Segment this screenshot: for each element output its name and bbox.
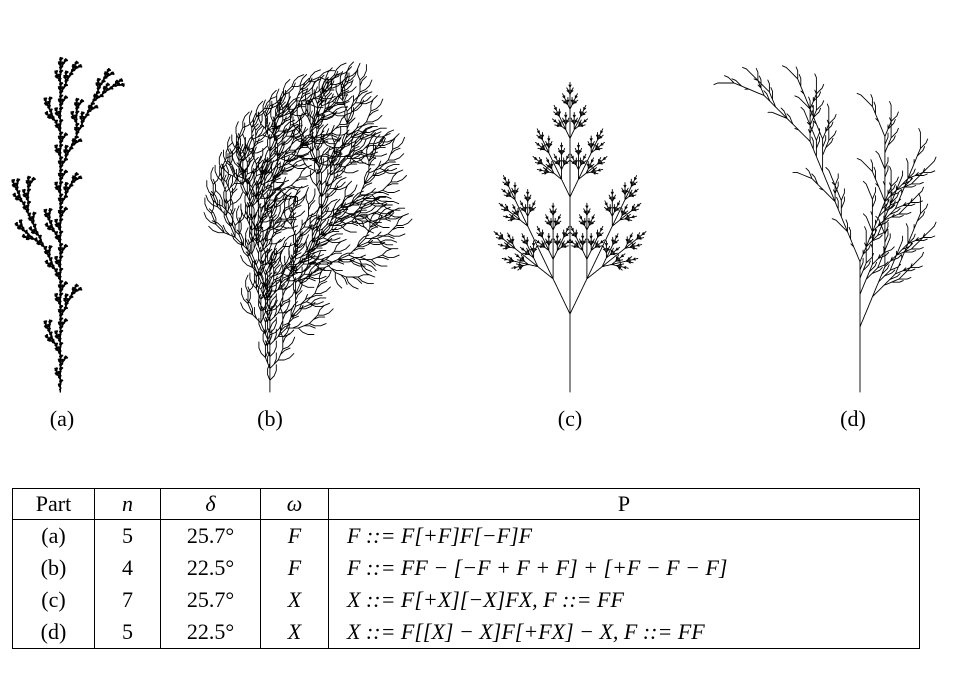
plant-branches: [11, 56, 125, 393]
header-delta: δ: [160, 488, 261, 520]
lsystem-plant-a-icon: [11, 56, 125, 393]
caption-c: (c): [557, 406, 583, 431]
cell-n: 5: [94, 616, 161, 649]
cell-omega: F: [260, 519, 329, 552]
header-productions: P: [328, 488, 920, 520]
table-row: (a) 5 25.7° F F ::= F[+F]F[−F]F: [12, 519, 920, 552]
table-row: (c) 7 25.7° X X ::= F[+X][−X]FX, F ::= F…: [12, 584, 920, 616]
figure-plants: [11, 56, 937, 393]
plant-branches: [203, 61, 413, 393]
cell-n: 7: [94, 584, 161, 616]
cell-n: 4: [94, 552, 161, 584]
cell-delta: 22.5°: [160, 552, 261, 584]
lsystem-plant-c-icon: [493, 81, 647, 393]
lsystem-plant-b-icon: [203, 61, 413, 393]
plant-branches: [713, 65, 937, 393]
lsystem-plant-d-icon: [713, 65, 937, 393]
header-part: Part: [12, 488, 95, 520]
caption-b: (b): [257, 406, 283, 431]
cell-delta: 25.7°: [160, 519, 261, 552]
cell-omega: X: [260, 616, 329, 649]
table-row: (d) 5 22.5° X X ::= F[[X] − X]F[+FX] − X…: [12, 616, 920, 649]
cell-part: (b): [12, 552, 95, 584]
caption-d: (d): [840, 406, 866, 431]
header-n: n: [94, 488, 161, 520]
cell-part: (d): [12, 616, 95, 649]
caption-a: (a): [49, 406, 75, 431]
cell-part: (a): [12, 519, 95, 552]
cell-delta: 22.5°: [160, 616, 261, 649]
cell-part: (c): [12, 584, 95, 616]
cell-rule: X ::= F[[X] − X]F[+FX] − X, F ::= FF: [328, 616, 920, 649]
lsystem-rules-table: Part n δ ω P (a) 5 25.7° F F ::= F[+F]F[…: [12, 488, 920, 649]
cell-delta: 25.7°: [160, 584, 261, 616]
cell-rule: X ::= F[+X][−X]FX, F ::= FF: [328, 584, 920, 616]
cell-rule: F ::= FF − [−F + F + F] + [+F − F − F]: [328, 552, 920, 584]
table-row: (b) 4 22.5° F F ::= FF − [−F + F + F] + …: [12, 552, 920, 584]
header-omega: ω: [260, 488, 329, 520]
cell-omega: F: [260, 552, 329, 584]
table-header-row: Part n δ ω P: [12, 488, 920, 520]
plant-branches: [493, 81, 647, 393]
cell-rule: F ::= F[+F]F[−F]F: [328, 519, 920, 552]
cell-n: 5: [94, 519, 161, 552]
cell-omega: X: [260, 584, 329, 616]
